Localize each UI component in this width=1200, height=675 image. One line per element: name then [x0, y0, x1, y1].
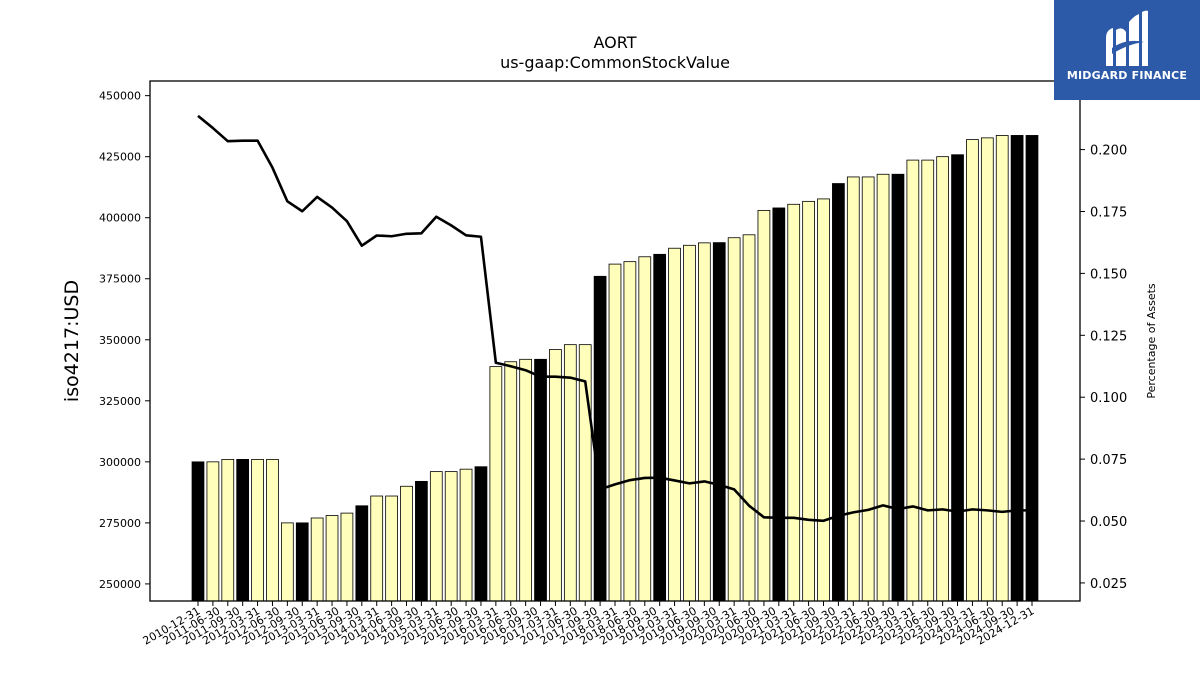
bar [668, 247, 681, 602]
bar [891, 173, 905, 602]
bar [206, 461, 220, 602]
bar [698, 242, 711, 602]
bar [191, 461, 205, 602]
bar [966, 139, 979, 602]
bar [534, 358, 547, 602]
bar [683, 244, 696, 602]
y-tick-label: 275000 [99, 517, 141, 530]
y2-tick-label: 0.075 [1090, 453, 1127, 468]
bar [742, 234, 756, 602]
bar [1025, 135, 1039, 602]
bar [772, 207, 786, 602]
bar [861, 176, 875, 602]
bar [936, 156, 950, 602]
bar [906, 159, 920, 602]
bar [385, 495, 398, 602]
midgard-finance-logo-icon [1106, 10, 1148, 67]
chart-title: AORT [594, 33, 637, 52]
bar [295, 522, 309, 602]
y2-axis-label: Percentage of Assets [1145, 283, 1158, 399]
bar [802, 200, 815, 602]
bar [608, 263, 622, 602]
y2-tick-label: 0.125 [1090, 329, 1127, 344]
y2-tick-label: 0.150 [1090, 267, 1127, 282]
y-tick-label: 425000 [99, 151, 141, 164]
y-tick-label: 400000 [99, 212, 141, 225]
midgard-finance-logo: MIDGARD FINANCE [1054, 0, 1200, 100]
bar [1010, 135, 1024, 602]
y-tick-label: 325000 [99, 395, 141, 408]
y-axis-label: iso4217:USD [61, 280, 83, 402]
bar [504, 361, 518, 602]
bars-layer [191, 135, 1039, 602]
y-tick-label: 250000 [99, 578, 141, 591]
bar [951, 154, 964, 602]
bar [489, 366, 503, 602]
bar [340, 512, 354, 602]
midgard-finance-logo-text: MIDGARD FINANCE [1066, 69, 1188, 82]
bar [519, 358, 533, 602]
y2-tick-label: 0.025 [1090, 577, 1127, 592]
bar [221, 458, 235, 602]
y2-tick-label: 0.100 [1090, 391, 1127, 406]
bar [921, 159, 935, 602]
bar [995, 135, 1009, 602]
bar [623, 261, 637, 602]
bar [474, 466, 488, 602]
chart-subtitle: us-gaap:CommonStockValue [500, 53, 730, 72]
y-tick-label: 375000 [99, 273, 141, 286]
bar [415, 480, 428, 602]
bar [757, 209, 771, 602]
bar [846, 176, 860, 602]
bar [787, 203, 801, 602]
y2-tick-label: 0.050 [1090, 515, 1127, 530]
bar [280, 522, 294, 602]
bar [727, 237, 741, 602]
bar [549, 349, 562, 602]
bar [653, 253, 667, 602]
bar [832, 183, 845, 602]
series-line-percentage-of-assets [197, 114, 1032, 523]
bar [310, 517, 324, 602]
y2-tick-label: 0.175 [1090, 205, 1127, 220]
y-tick-label: 350000 [99, 334, 141, 347]
bar [355, 505, 369, 602]
bar [266, 458, 279, 602]
axes-layer: 250000 275000 300000 325000 350000 375000 4000… [99, 80, 1127, 648]
bar [429, 471, 443, 602]
line-layer [197, 114, 1032, 523]
y2-tick-label: 0.200 [1090, 144, 1127, 159]
bar [593, 275, 607, 602]
bar [712, 242, 726, 602]
bar [251, 458, 264, 602]
y-tick-label: 450000 [99, 90, 141, 103]
bar [236, 458, 250, 602]
bar [459, 468, 473, 602]
bar [444, 471, 458, 602]
bar [876, 173, 890, 602]
bar [400, 485, 413, 602]
bar [563, 344, 577, 602]
bar [638, 256, 652, 602]
bar [325, 515, 339, 602]
bar [980, 137, 994, 602]
bar [817, 198, 830, 602]
y-tick-label: 300000 [99, 456, 141, 469]
bar [370, 495, 384, 602]
